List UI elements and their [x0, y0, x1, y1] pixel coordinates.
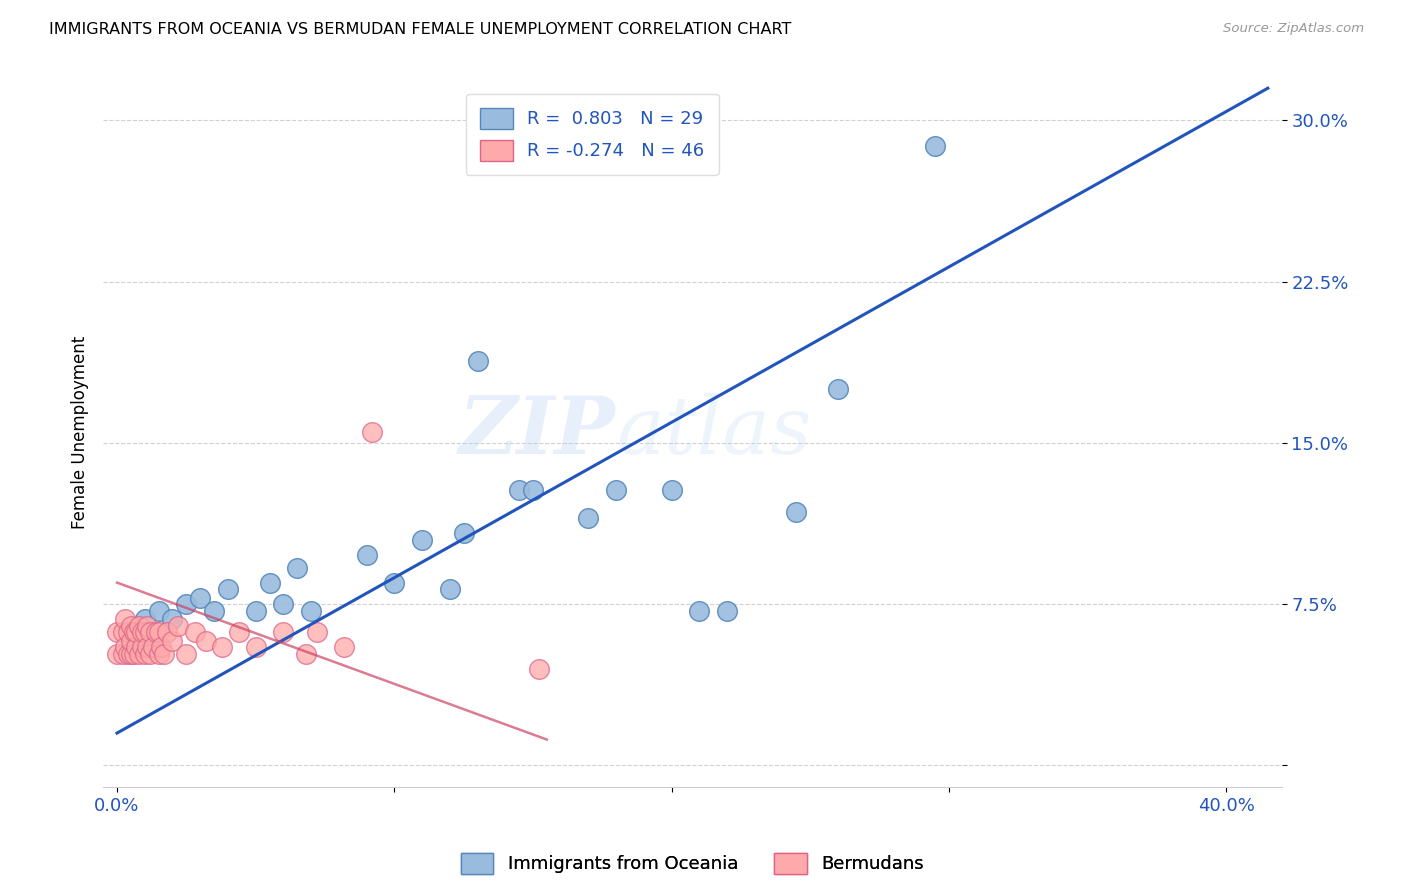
Point [228, 625, 250, 640]
Point [105, 625, 128, 640]
Point [134, 625, 156, 640]
Point [122, 647, 145, 661]
Point [114, 612, 136, 626]
Point [361, 425, 384, 439]
Point [156, 625, 179, 640]
Point [273, 597, 295, 611]
Point [153, 647, 176, 661]
Legend: Immigrants from Oceania, Bermudans: Immigrants from Oceania, Bermudans [454, 846, 931, 880]
Point [105, 647, 128, 661]
Point [148, 647, 170, 661]
Point [139, 647, 162, 661]
Point [411, 533, 433, 547]
Point [120, 640, 142, 654]
Point [145, 625, 167, 640]
Point [924, 139, 946, 153]
Point [139, 625, 162, 640]
Point [522, 483, 544, 498]
Point [527, 662, 550, 676]
Point [333, 640, 356, 654]
Y-axis label: Female Unemployment: Female Unemployment [72, 335, 89, 529]
Point [382, 575, 405, 590]
Point [259, 575, 281, 590]
Point [439, 582, 461, 596]
Point [305, 625, 328, 640]
Point [188, 591, 211, 605]
Point [688, 603, 710, 617]
Text: Source: ZipAtlas.com: Source: ZipAtlas.com [1223, 22, 1364, 36]
Point [117, 625, 139, 640]
Text: IMMIGRANTS FROM OCEANIA VS BERMUDAN FEMALE UNEMPLOYMENT CORRELATION CHART: IMMIGRANTS FROM OCEANIA VS BERMUDAN FEMA… [49, 22, 792, 37]
Point [167, 618, 190, 632]
Point [605, 483, 627, 498]
Point [217, 582, 239, 596]
Point [827, 382, 849, 396]
Point [128, 647, 150, 661]
Point [453, 526, 475, 541]
Point [356, 548, 378, 562]
Text: ZIP: ZIP [458, 393, 616, 471]
Point [285, 560, 308, 574]
Point [125, 625, 148, 640]
Point [131, 640, 153, 654]
Point [148, 625, 170, 640]
Point [150, 640, 173, 654]
Point [273, 625, 295, 640]
Point [578, 511, 600, 525]
Point [136, 640, 159, 654]
Point [114, 640, 136, 654]
Point [183, 625, 205, 640]
Point [467, 354, 489, 368]
Point [125, 640, 148, 654]
Point [136, 618, 159, 632]
Point [120, 647, 142, 661]
Point [120, 633, 142, 648]
Point [245, 603, 267, 617]
Point [131, 625, 153, 640]
Point [294, 647, 316, 661]
Point [128, 618, 150, 632]
Point [176, 647, 198, 661]
Point [211, 640, 233, 654]
Point [176, 597, 198, 611]
Point [785, 505, 807, 519]
Point [134, 647, 156, 661]
Point [194, 633, 217, 648]
Point [162, 612, 184, 626]
Point [508, 483, 530, 498]
Point [134, 612, 156, 626]
Point [117, 647, 139, 661]
Point [120, 618, 142, 632]
Point [142, 640, 165, 654]
Point [245, 640, 267, 654]
Point [716, 603, 738, 617]
Point [661, 483, 683, 498]
Point [299, 603, 322, 617]
Point [148, 603, 170, 617]
Point [122, 625, 145, 640]
Point [162, 633, 184, 648]
Text: atlas: atlas [616, 393, 811, 471]
Point [111, 625, 134, 640]
Point [202, 603, 225, 617]
Point [111, 647, 134, 661]
